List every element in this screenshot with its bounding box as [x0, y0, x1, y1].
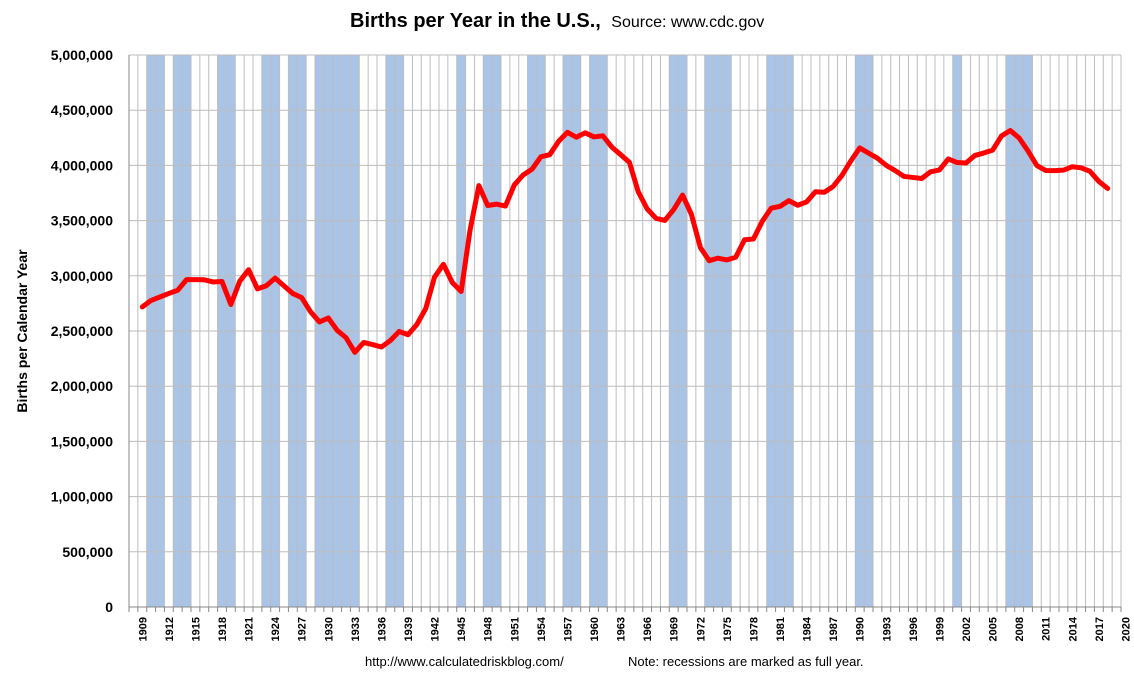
y-tick-label: 0 [105, 599, 113, 615]
x-tick-label: 2020 [1120, 617, 1132, 641]
x-tick-label: 1963 [616, 617, 628, 641]
grid-lines [128, 54, 1122, 608]
x-tick-label: 1939 [403, 617, 415, 641]
x-tick-label: 1960 [589, 617, 601, 641]
y-tick-label: 1,500,000 [51, 433, 113, 449]
x-tick-label: 1993 [881, 617, 893, 641]
x-tick-label: 1918 [217, 617, 229, 641]
x-tick-labels: 1909 1912 1915 1918 1921 1924 1927 1930 1933 1936… [137, 616, 1132, 641]
y-tick-label: 2,000,000 [51, 378, 113, 394]
x-tick-label: 1999 [934, 617, 946, 641]
axes [128, 55, 1122, 612]
y-tick-label: 1,000,000 [51, 489, 113, 505]
x-tick-label: 1990 [855, 617, 867, 641]
x-tick-label: 1912 [164, 617, 176, 641]
y-tick-label: 4,000,000 [51, 157, 113, 173]
y-tick-label: 3,500,000 [51, 213, 113, 229]
footer-note: Note: recessions are marked as full year… [628, 654, 864, 669]
x-tick-label: 1951 [509, 617, 521, 641]
y-tick-label: 4,500,000 [51, 102, 113, 118]
x-tick-label: 1987 [828, 617, 840, 641]
x-tick-label: 1972 [695, 617, 707, 641]
x-tick-label: 1930 [323, 617, 335, 641]
x-tick-label: 1996 [908, 617, 920, 641]
y-tick-label: 500,000 [62, 544, 113, 560]
x-tick-label: 1915 [190, 617, 202, 641]
x-tick-label: 1933 [350, 617, 362, 641]
x-tick-label: 1981 [775, 617, 787, 641]
x-tick-label: 2014 [1067, 616, 1079, 641]
x-tick-label: 2002 [961, 617, 973, 641]
x-tick-label: 1978 [748, 617, 760, 641]
y-tick-label: 2,500,000 [51, 323, 113, 339]
x-tick-label: 1969 [669, 617, 681, 641]
y-tick-labels: 0 500,000 1,000,000 1,500,000 2,000,000 2,500… [51, 47, 114, 615]
x-tick-label: 2008 [1014, 617, 1026, 641]
x-tick-label: 2017 [1094, 617, 1106, 641]
x-tick-label: 2005 [988, 617, 1000, 641]
x-tick-label: 1936 [376, 617, 388, 641]
x-tick-label: 1924 [270, 616, 282, 641]
x-tick-label: 2011 [1041, 617, 1053, 641]
x-tick-label: 1975 [722, 617, 734, 641]
chart-title-source: Source: www.cdc.gov [611, 14, 764, 31]
x-tick-label: 1957 [562, 617, 574, 641]
y-axis-label: Births per Calendar Year [14, 249, 30, 413]
births-series-line [139, 128, 1111, 355]
series-layer [139, 128, 1111, 355]
x-tick-label: 1921 [244, 617, 256, 641]
chart-title-main: Births per Year in the U.S., [350, 10, 601, 32]
x-tick-label: 1945 [456, 617, 468, 641]
chart-title: Births per Year in the U.S., Source: www… [350, 10, 764, 32]
x-tick-label: 1942 [430, 617, 442, 641]
x-tick-label: 1984 [802, 616, 814, 641]
x-tick-label: 1927 [297, 617, 309, 641]
x-tick-label: 1966 [642, 617, 654, 641]
footer-url: http://www.calculatedriskblog.com/ [365, 654, 564, 669]
x-tick-label: 1909 [137, 617, 149, 641]
y-tick-label: 3,000,000 [51, 268, 113, 284]
y-tick-label: 5,000,000 [51, 47, 113, 63]
x-tick-label: 1948 [483, 617, 495, 641]
x-tick-label: 1954 [536, 616, 548, 641]
